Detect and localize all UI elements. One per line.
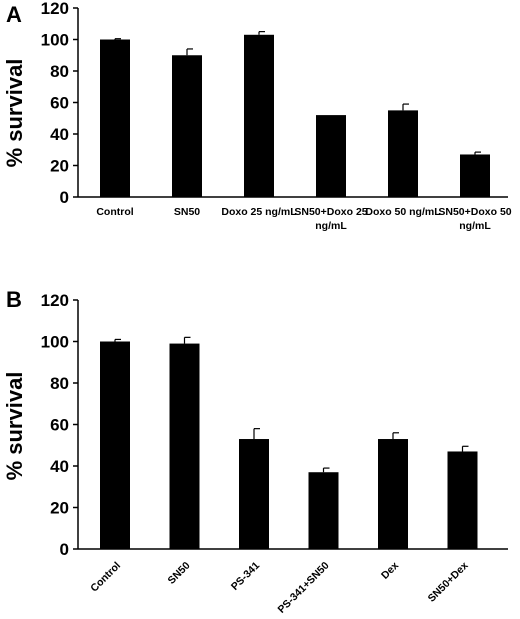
bar — [378, 439, 408, 549]
bar — [100, 39, 130, 197]
x-tick-label: Doxo 25 ng/mL — [221, 206, 297, 218]
x-tick-label-line: ng/mL — [315, 220, 347, 232]
x-tick-label-line: Doxo 50 ng/mL — [365, 206, 441, 218]
y-tick-label: 120 — [41, 291, 69, 310]
y-tick-label: 80 — [50, 374, 69, 393]
y-tick-label: 0 — [60, 540, 69, 559]
y-tick-label: 40 — [50, 457, 69, 476]
bar — [172, 55, 202, 197]
bar — [447, 451, 478, 549]
y-axis-title: % survival — [2, 372, 27, 481]
y-tick-label: 100 — [41, 31, 69, 50]
y-tick-label: 40 — [50, 125, 69, 144]
bar — [316, 115, 346, 197]
y-tick-label: 100 — [41, 333, 69, 352]
bar — [308, 472, 339, 549]
x-tick-label-line: Control — [96, 206, 133, 218]
x-tick-label: Control — [96, 206, 133, 218]
bar — [244, 34, 274, 198]
x-tick-label-line: SN50 — [174, 206, 200, 218]
x-tick-label-line: Doxo 25 ng/mL — [221, 206, 297, 218]
bar — [169, 343, 200, 549]
chart-panel-a: A % survival 0 20 40 60 80 100 120 Control SN50 Dox… — [2, 0, 512, 232]
x-tick-label: SN50+Doxo 25 ng/mL — [294, 206, 367, 232]
y-tick-label: 60 — [50, 416, 69, 435]
chart-panel-b: B % survival 0 20 40 60 80 100 120 Control SN50 PS-… — [2, 287, 508, 616]
y-tick-label: 20 — [50, 157, 69, 176]
x-tick-label: PS-341 — [229, 560, 262, 593]
x-tick-label: SN50+Doxo 50 ng/mL — [438, 206, 511, 232]
x-tick-label: Control — [88, 560, 123, 595]
x-tick-label: Doxo 50 ng/mL — [365, 206, 441, 218]
x-tick-label: Dex — [379, 560, 401, 582]
y-tick-label: 20 — [50, 499, 69, 518]
x-tick-label-line: SN50+Doxo 25 — [294, 206, 367, 218]
bar — [460, 154, 490, 197]
x-tick-label: SN50 — [174, 206, 200, 218]
x-tick-label-line: ng/mL — [459, 220, 491, 232]
x-tick-label: PS-341+SN50 — [275, 560, 331, 616]
x-tick-label: SN50+Dex — [426, 560, 471, 605]
y-tick-label: 120 — [41, 0, 69, 18]
bar — [388, 110, 418, 197]
panel-label: A — [6, 2, 22, 27]
panel-label: B — [6, 287, 22, 312]
bar — [239, 439, 269, 549]
x-tick-label-line: SN50+Doxo 50 — [438, 206, 511, 218]
y-tick-label: 80 — [50, 62, 69, 81]
x-tick-label: SN50 — [166, 560, 193, 587]
y-tick-label: 60 — [50, 94, 69, 113]
y-axis-title: % survival — [2, 59, 27, 168]
bar — [100, 341, 130, 549]
y-tick-label: 0 — [60, 188, 69, 207]
